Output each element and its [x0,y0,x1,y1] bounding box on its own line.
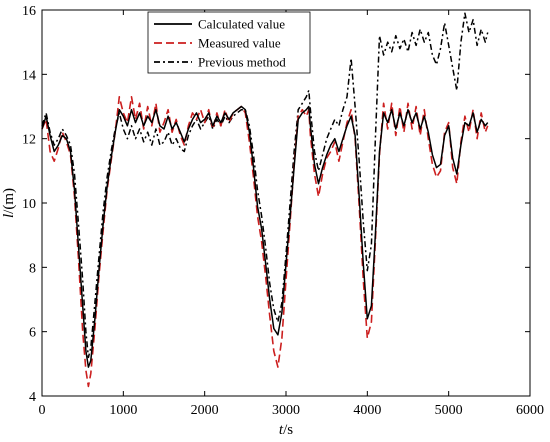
y-tick-label: 12 [22,133,36,148]
x-tick-label: 2000 [191,403,219,418]
y-axis-title-symbol: l [1,214,17,218]
y-tick-label: 4 [29,390,36,405]
x-axis-title-symbol: t [279,422,284,438]
series-line-calculated-value [41,105,489,368]
y-tick-label: 10 [22,197,36,212]
legend-label: Measured value [198,36,281,51]
x-tick-label: 5000 [435,403,463,418]
legend-label: Calculated value [198,17,285,32]
y-axis-title-unit: /(m) [1,188,17,214]
x-tick-label: 0 [39,403,46,418]
legend-box [147,11,311,74]
legend-label: Previous method [198,55,286,70]
y-tick-label: 14 [22,68,36,83]
x-axis-title: t/s [279,422,293,438]
series-line-measured-value [41,96,489,388]
x-tick-label: 4000 [353,403,381,418]
x-tick-label: 3000 [272,403,300,418]
y-tick-label: 6 [29,326,36,341]
axis-ticks: 0 1000 2000 3000 4000 5000 6000 4 6 8 10 12 14 16 [22,4,544,418]
x-tick-label: 1000 [109,403,137,418]
y-tick-label: 8 [29,261,36,276]
y-tick-label: 16 [22,4,36,19]
legend: Calculated value Measured value Previous m… [147,11,311,74]
x-axis-title-unit: /s [283,422,293,438]
y-axis-title: l/(m) [1,188,17,218]
x-tick-label: 6000 [516,403,544,418]
series-layer [41,12,489,388]
